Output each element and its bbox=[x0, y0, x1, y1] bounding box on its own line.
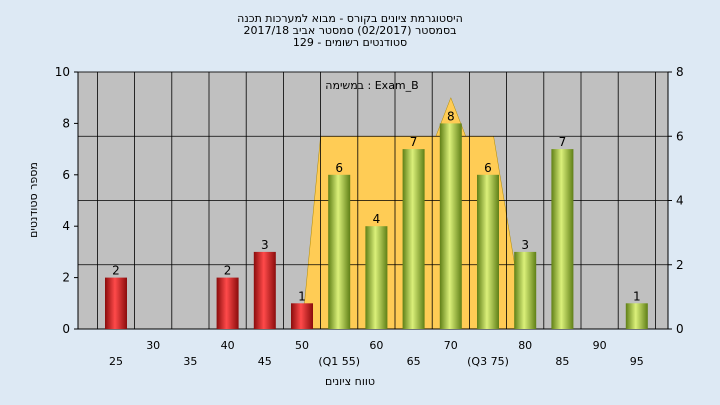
data-label-75: 6 bbox=[484, 161, 492, 175]
x-tick-label-50: 50 bbox=[295, 339, 309, 352]
x-tick-label-90: 90 bbox=[593, 339, 607, 352]
data-label-45: 3 bbox=[261, 238, 269, 252]
bar-40 bbox=[216, 277, 239, 329]
bar-65 bbox=[402, 149, 425, 329]
data-label-60: 4 bbox=[373, 212, 381, 226]
data-label-80: 3 bbox=[521, 238, 529, 252]
x-tick-label-55: (Q1 55) bbox=[318, 355, 360, 368]
bar-55 bbox=[328, 174, 351, 329]
x-tick-label-75: (Q3 75) bbox=[467, 355, 509, 368]
y2-tick-label: 2 bbox=[676, 258, 684, 272]
exam-annotation: במשימה : Exam_B bbox=[325, 79, 418, 92]
y-tick-label: 6 bbox=[62, 168, 70, 182]
x-tick-label-30: 30 bbox=[146, 339, 160, 352]
y-tick-label: 0 bbox=[62, 322, 70, 336]
x-tick-label-25: 25 bbox=[109, 355, 123, 368]
data-label-40: 2 bbox=[224, 264, 232, 278]
data-label-65: 7 bbox=[410, 135, 418, 149]
x-tick-label-95: 95 bbox=[630, 355, 644, 368]
bar-85 bbox=[551, 149, 574, 329]
y-tick-label: 4 bbox=[62, 219, 70, 233]
x-tick-label-35: 35 bbox=[183, 355, 197, 368]
title-line-2: בסמסטר (02/2017) סמסטר אביב 2017/18 bbox=[243, 24, 456, 37]
data-label-85: 7 bbox=[559, 135, 567, 149]
x-tick-label-40: 40 bbox=[221, 339, 235, 352]
bar-70 bbox=[439, 123, 462, 330]
title-line-1: היסטוגרמת ציונים בקורס - מבוא למערכות תכ… bbox=[237, 12, 463, 25]
y2-tick-label: 0 bbox=[676, 322, 684, 336]
y-tick-label: 10 bbox=[55, 65, 70, 79]
bar-50 bbox=[291, 303, 313, 329]
bar-75 bbox=[477, 174, 499, 329]
x-tick-label-70: 70 bbox=[444, 339, 458, 352]
y-axis-title: מספר סטודנטים bbox=[27, 162, 40, 238]
bar-45 bbox=[253, 251, 276, 329]
y2-tick-label: 4 bbox=[676, 194, 684, 208]
x-tick-label-45: 45 bbox=[258, 355, 272, 368]
bar-95 bbox=[625, 303, 648, 329]
x-tick-label-60: 60 bbox=[369, 339, 383, 352]
y2-tick-label: 8 bbox=[676, 65, 684, 79]
title-line-3: סטודנטים רשומים - 129 bbox=[293, 36, 407, 49]
data-label-50: 1 bbox=[298, 289, 306, 303]
data-label-95: 1 bbox=[633, 289, 641, 303]
bar-25 bbox=[105, 277, 127, 329]
y-tick-label: 8 bbox=[62, 116, 70, 130]
x-axis-title: טווח ציונים bbox=[325, 375, 375, 388]
x-tick-label-80: 80 bbox=[518, 339, 532, 352]
bar-60 bbox=[365, 226, 388, 329]
x-tick-label-65: 65 bbox=[407, 355, 421, 368]
data-label-55: 6 bbox=[335, 161, 343, 175]
x-tick-label-85: 85 bbox=[555, 355, 569, 368]
data-label-25: 2 bbox=[112, 264, 120, 278]
y-tick-label: 2 bbox=[62, 271, 70, 285]
data-label-70: 8 bbox=[447, 109, 455, 123]
y2-tick-label: 6 bbox=[676, 129, 684, 143]
chart-title: היסטוגרמת ציונים בקורס - מבוא למערכות תכ… bbox=[237, 12, 463, 49]
bar-80 bbox=[514, 251, 537, 329]
